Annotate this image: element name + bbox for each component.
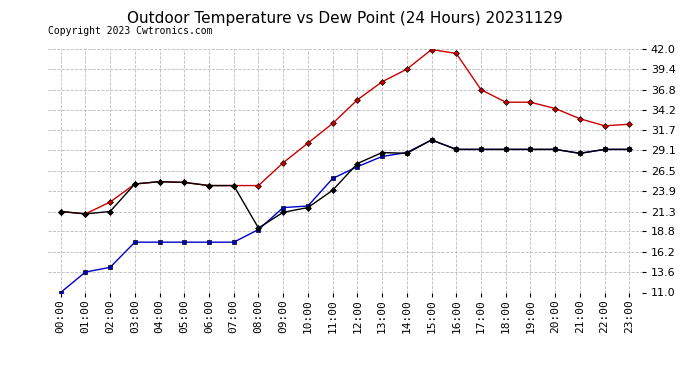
Text: Outdoor Temperature vs Dew Point (24 Hours) 20231129: Outdoor Temperature vs Dew Point (24 Hou…	[127, 11, 563, 26]
Text: Copyright 2023 Cwtronics.com: Copyright 2023 Cwtronics.com	[48, 26, 213, 36]
